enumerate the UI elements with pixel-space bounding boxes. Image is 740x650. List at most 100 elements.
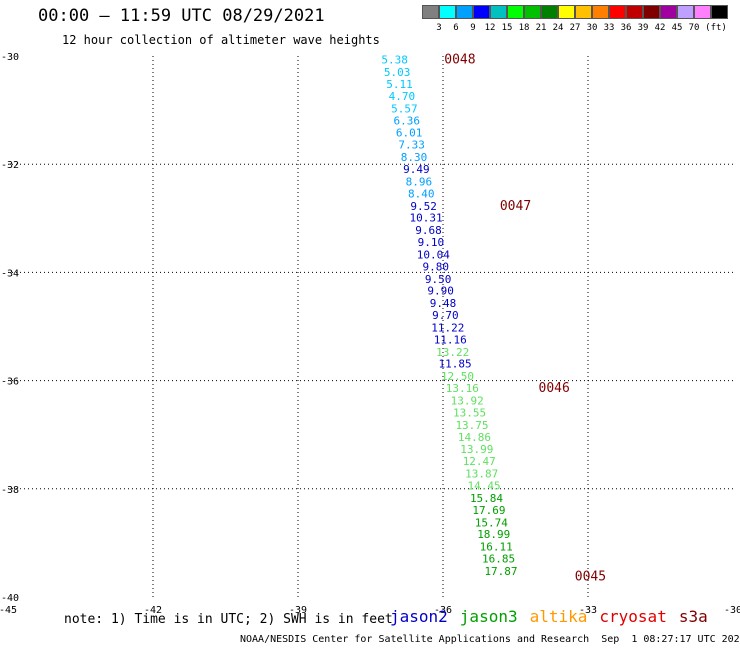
legend-tick-label: 39 xyxy=(637,23,649,33)
swh-label: 4.70 xyxy=(389,90,416,103)
legend-swatch xyxy=(626,5,643,19)
chart-title: 00:00 – 11:59 UTC 08/29/2021 xyxy=(38,6,325,26)
swh-label: 12.50 xyxy=(441,370,474,383)
swh-label: 11.85 xyxy=(439,358,472,371)
chart-subtitle: 12 hour collection of altimeter wave hei… xyxy=(62,33,380,47)
y-tick-label: -36 xyxy=(1,377,19,388)
swh-label: 14.86 xyxy=(458,431,491,444)
swh-label: 7.33 xyxy=(398,139,425,152)
satellite-label-jason2: jason2 xyxy=(390,607,448,626)
legend-swatch xyxy=(558,5,575,19)
swh-label: 13.87 xyxy=(465,468,498,481)
legend-swatch xyxy=(677,5,694,19)
legend-swatch xyxy=(660,5,677,19)
swh-label: 12.47 xyxy=(463,455,496,468)
swh-label: 10.04 xyxy=(417,248,450,261)
legend-swatch xyxy=(439,5,456,19)
swh-label: 9.70 xyxy=(432,309,459,322)
legend-tick-label: 27 xyxy=(569,23,581,33)
swh-label: 6.36 xyxy=(394,114,421,127)
legend-swatch xyxy=(609,5,626,19)
swh-label: 5.38 xyxy=(381,54,408,67)
legend-swatch xyxy=(473,5,490,19)
swh-label: 11.16 xyxy=(434,333,467,346)
satellite-legend: jason2 jason3 altika cryosat s3a xyxy=(390,607,720,626)
y-tick-label: -34 xyxy=(1,268,19,279)
swh-label: 17.69 xyxy=(472,504,505,517)
x-tick-label: -33 xyxy=(579,605,597,616)
swh-label: 5.11 xyxy=(386,78,413,91)
swh-label: 18.99 xyxy=(477,528,510,541)
legend-swatch xyxy=(575,5,592,19)
x-tick-label: -39 xyxy=(289,605,307,616)
swh-label: 9.80 xyxy=(423,260,450,273)
legend-swatch xyxy=(541,5,558,19)
time-label: 0045 xyxy=(575,569,606,584)
legend-swatch xyxy=(694,5,711,19)
legend-tick-label: 30 xyxy=(586,23,598,33)
swh-label: 15.74 xyxy=(475,516,508,529)
footer-credit: NOAA/NESDIS Center for Satellite Applica… xyxy=(240,634,740,645)
legend-swatch xyxy=(507,5,524,19)
legend-swatch xyxy=(456,5,473,19)
x-tick-label: -30 xyxy=(724,605,740,616)
time-label: 0046 xyxy=(539,381,570,396)
satellite-label-altika: altika xyxy=(529,607,588,626)
time-label: 0048 xyxy=(444,53,475,68)
swh-label: 5.03 xyxy=(384,66,411,79)
y-tick-label: -40 xyxy=(1,593,19,604)
satellite-label-cryosat: cryosat xyxy=(599,607,667,626)
swh-label: 13.22 xyxy=(436,346,469,359)
legend-tick-label: 9 xyxy=(470,23,476,33)
swh-label: 10.31 xyxy=(410,212,443,225)
swh-label: 9.68 xyxy=(415,224,442,237)
swh-label: 13.55 xyxy=(453,406,486,419)
y-tick-label: -30 xyxy=(1,52,19,63)
legend-swatch xyxy=(524,5,541,19)
swh-label: 17.87 xyxy=(484,565,517,578)
legend-tick-label: 6 xyxy=(453,23,459,33)
legend-swatch xyxy=(711,5,728,19)
legend-swatch xyxy=(490,5,507,19)
swh-label: 14.45 xyxy=(468,479,501,492)
swh-label: 13.75 xyxy=(455,419,488,432)
legend-swatch xyxy=(643,5,660,19)
swh-label: 9.50 xyxy=(425,273,452,286)
legend-tick-label: 42 xyxy=(654,23,666,33)
y-tick-label: -38 xyxy=(1,485,19,496)
swh-label: 11.22 xyxy=(431,322,464,335)
x-tick-label: -45 xyxy=(0,605,17,616)
x-tick-label: -42 xyxy=(144,605,162,616)
swh-label: 9.10 xyxy=(418,236,445,249)
time-label: 0047 xyxy=(500,199,531,214)
legend-tick-label: 70 xyxy=(688,23,700,33)
legend-tick-label: 21 xyxy=(535,23,547,33)
legend-swatch xyxy=(422,5,439,19)
swh-label: 9.52 xyxy=(410,200,437,213)
swh-label: 8.40 xyxy=(408,187,435,200)
legend-tick-label: 33 xyxy=(603,23,615,33)
swh-label: 15.84 xyxy=(470,492,503,505)
legend-tick-label: 12 xyxy=(484,23,496,33)
satellite-label-jason3: jason3 xyxy=(459,607,518,626)
y-tick-label: -32 xyxy=(1,160,19,171)
swh-label: 16.85 xyxy=(482,553,515,566)
swh-label: 8.96 xyxy=(406,175,433,188)
legend-tick-label: 15 xyxy=(501,23,513,33)
satellite-label-s3a: s3a xyxy=(678,607,708,626)
legend-tick-label: 36 xyxy=(620,23,632,33)
legend-tick-label: 18 xyxy=(518,23,530,33)
legend-swatch xyxy=(592,5,609,19)
swh-label: 8.30 xyxy=(401,151,428,164)
swh-label: 9.49 xyxy=(403,163,430,176)
swh-label: 13.92 xyxy=(451,395,484,408)
x-tick-label: -36 xyxy=(434,605,452,616)
swh-label: 5.57 xyxy=(391,102,418,115)
legend-tick-label: 3 xyxy=(436,23,442,33)
legend-unit: (ft) xyxy=(705,23,727,33)
legend-tick-label: 45 xyxy=(671,23,683,33)
swh-label: 9.90 xyxy=(427,285,454,298)
swh-label: 13.99 xyxy=(460,443,493,456)
swh-label: 9.48 xyxy=(430,297,457,310)
